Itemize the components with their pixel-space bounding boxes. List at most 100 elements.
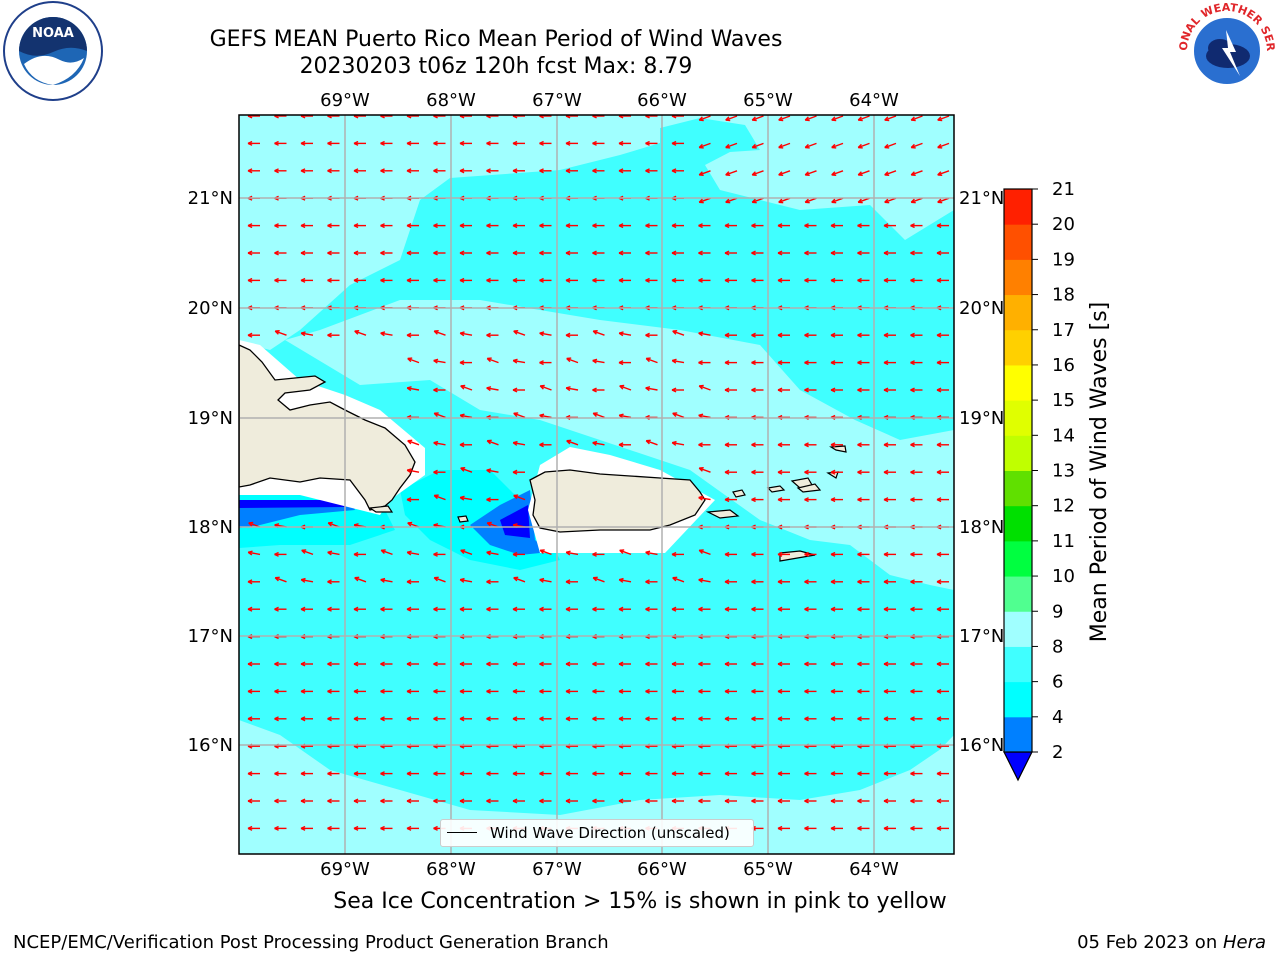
colorbar-tick-label: 14 <box>1052 425 1075 446</box>
wind-wave-arrowhead <box>804 581 809 585</box>
wind-wave-arrowhead <box>459 496 465 501</box>
wind-wave-arrowhead <box>910 389 915 393</box>
wind-wave-arrow <box>486 551 499 556</box>
lat-label: 17°N <box>188 626 233 647</box>
wind-wave-arrowhead <box>512 224 518 229</box>
wind-wave-arrowhead <box>645 170 650 174</box>
wind-wave-arrowhead <box>407 358 412 363</box>
wind-wave-arrow <box>592 577 605 583</box>
wind-wave-arrow <box>407 551 420 556</box>
wind-wave-arrow <box>592 412 605 419</box>
wind-wave-arrowhead <box>857 690 862 694</box>
wind-wave-arrowhead <box>777 663 783 667</box>
wind-wave-arrowhead <box>592 663 597 667</box>
wind-wave-arrowhead <box>300 608 306 612</box>
wind-wave-arrowhead <box>671 718 677 722</box>
wind-wave-arrowhead <box>751 361 756 366</box>
wind-wave-arrowhead <box>592 389 597 393</box>
wind-wave-arrowhead <box>883 690 889 694</box>
wind-wave-arrowhead <box>698 549 703 554</box>
wind-wave-arrowhead <box>460 549 465 554</box>
lat-label: 17°N <box>959 626 1004 647</box>
wind-wave-arrowhead <box>618 608 624 612</box>
wind-wave-arrowhead <box>910 663 915 667</box>
wind-wave-arrowhead <box>406 498 412 503</box>
wind-wave-arrowhead <box>512 608 518 612</box>
wind-wave-arrowhead <box>300 279 306 283</box>
wind-wave-arrowhead <box>645 334 650 338</box>
colorbar: 21 20 19 18 17 16 15 14 13 12 11 10 9 8 6 4 2 <box>1003 179 1075 782</box>
lon-label: 65°W <box>743 90 793 111</box>
wind-wave-arrowhead <box>512 663 518 667</box>
wind-wave-arrow <box>778 170 791 176</box>
colorbar-band <box>1004 294 1032 331</box>
wind-wave-arrowhead <box>910 800 915 804</box>
wind-wave-arrow <box>725 170 738 176</box>
wind-wave-arrowhead <box>513 495 518 500</box>
wind-wave-arrowhead <box>486 772 491 777</box>
wind-wave-arrowhead <box>751 389 756 393</box>
wind-wave-arrowhead <box>910 471 915 475</box>
wind-wave-arrowhead <box>300 718 306 722</box>
wind-wave-arrow <box>433 412 446 419</box>
wind-wave-arrowhead <box>698 467 703 472</box>
wind-wave-arrow <box>937 115 950 121</box>
wind-wave-arrowhead <box>804 334 809 338</box>
wind-wave-arrow <box>566 440 579 446</box>
wind-wave-arrowhead <box>936 279 942 283</box>
wind-wave-arrow <box>380 579 393 583</box>
wind-wave-arrowhead <box>830 224 836 229</box>
wind-wave-arrowhead <box>910 635 915 640</box>
wind-wave-arrowhead <box>247 827 253 831</box>
wind-wave-arrowhead <box>327 635 332 640</box>
wind-wave-arrowhead <box>380 332 385 337</box>
wind-wave-arrowhead <box>300 224 306 229</box>
wind-wave-arrowhead <box>486 170 491 174</box>
lon-label: 65°W <box>743 859 793 880</box>
wind-wave-arrowhead <box>618 361 624 366</box>
wind-wave-arrowhead <box>645 608 650 612</box>
wind-wave-arrowhead <box>300 332 306 337</box>
wind-wave-arrow <box>751 170 764 176</box>
wind-wave-arrow <box>460 467 473 473</box>
wind-wave-arrowhead <box>486 334 491 338</box>
wind-wave-arrow <box>301 579 314 583</box>
footer-credit: NCEP/EMC/Verification Post Processing Pr… <box>13 932 609 953</box>
wind-wave-arrowhead <box>486 718 491 722</box>
legend-label: Wind Wave Direction (unscaled) <box>490 824 730 842</box>
wind-wave-arrowhead <box>274 690 279 694</box>
wind-wave-arrowhead <box>565 581 571 585</box>
wind-wave-arrow <box>433 577 446 583</box>
wind-wave-arrow <box>910 197 923 203</box>
wind-wave-arrowhead <box>857 471 862 475</box>
wind-wave-arrowhead <box>830 608 836 612</box>
colorbar-band <box>1004 681 1032 718</box>
wind-wave-arrowhead <box>883 718 889 722</box>
wind-wave-arrowhead <box>698 332 703 337</box>
wind-wave-arrowhead <box>936 608 942 612</box>
wind-wave-arrowhead <box>247 663 253 667</box>
wind-wave-arrowhead <box>592 800 597 804</box>
wind-wave-arrowhead <box>380 745 385 749</box>
wind-wave-arrowhead <box>327 279 332 283</box>
colorbar-tick-label: 19 <box>1052 249 1075 270</box>
wind-wave-arrowhead <box>857 389 862 393</box>
wind-wave-arrowhead <box>672 577 677 582</box>
wind-wave-arrowhead <box>724 334 730 338</box>
wind-wave-arrowhead <box>247 800 253 804</box>
wind-wave-arrow <box>698 467 711 473</box>
wind-wave-arrowhead <box>724 745 730 749</box>
wind-wave-arrowhead <box>830 279 836 283</box>
colorbar-band <box>1004 400 1032 436</box>
wind-wave-arrow <box>248 551 261 556</box>
wind-wave-arrowhead <box>512 772 518 777</box>
wind-wave-arrowhead <box>830 718 836 722</box>
wind-wave-arrowhead <box>618 170 624 174</box>
wind-wave-arrowhead <box>300 772 306 777</box>
land-hispaniola <box>239 344 416 511</box>
wind-wave-arrowhead <box>353 827 359 831</box>
wind-wave-arrowhead <box>777 690 783 694</box>
wind-wave-arrowhead <box>671 635 677 640</box>
wind-wave-arrowhead <box>724 772 730 777</box>
wind-wave-arrowhead <box>406 581 412 585</box>
